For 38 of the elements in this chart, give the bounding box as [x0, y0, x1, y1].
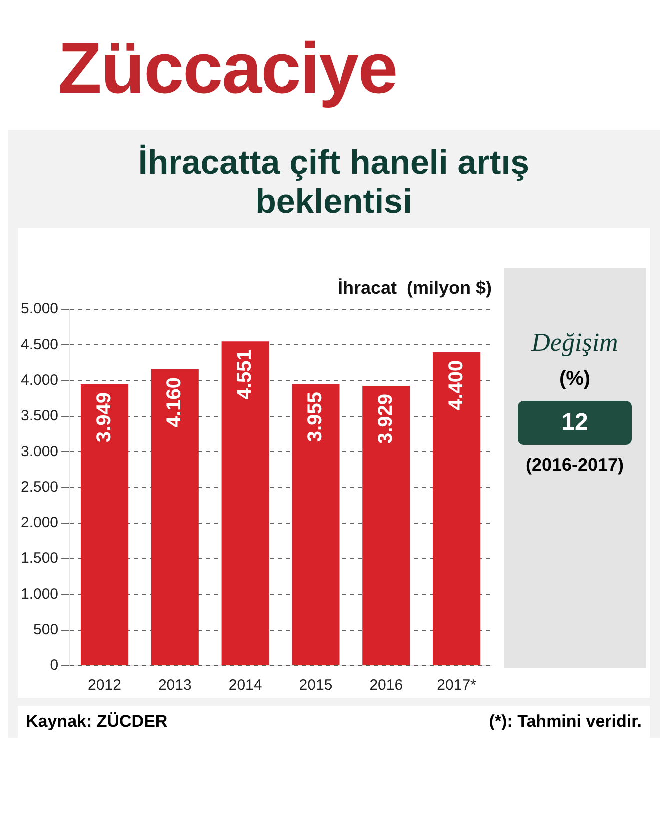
- text: (2016-2017): [524, 455, 626, 476]
- chart-title: Züccaciye: [8, 8, 660, 130]
- text: (%): [558, 368, 592, 392]
- y-tick-label: 3.000: [20, 443, 59, 460]
- text: Kaynak: ZÜCDER: [26, 712, 168, 732]
- y-tick-label: 4.000: [20, 372, 59, 390]
- data-label: 3.955: [304, 392, 326, 442]
- text: (*): Tahmini veridir.: [489, 712, 642, 732]
- bar: [292, 384, 340, 666]
- x-tick-label: 2014: [228, 677, 262, 694]
- x-tick-label: 2012: [88, 677, 122, 694]
- x-tick-label: 2017*: [437, 677, 477, 694]
- y-tick-label: 3.500: [20, 408, 59, 425]
- y-tick-label: 0: [50, 657, 59, 674]
- y-axis-title: İhracat (milyon $): [338, 278, 492, 298]
- y-tick-label: 500: [34, 622, 59, 639]
- data-label: 4.551: [234, 350, 256, 400]
- x-tick-label: 2013: [158, 677, 192, 694]
- data-label: 3.949: [93, 392, 116, 443]
- y-tick-label: 1.000: [20, 586, 59, 604]
- bar: [151, 370, 199, 666]
- x-tick-label: 2015: [299, 677, 333, 694]
- data-label: 3.929: [374, 394, 397, 444]
- bar: [362, 386, 410, 666]
- bar: [222, 342, 270, 666]
- y-tick-label: 2.000: [20, 514, 59, 532]
- y-tick-label: 5.000: [20, 300, 59, 318]
- bar: [80, 384, 129, 666]
- y-tick-label: 2.500: [20, 479, 59, 496]
- y-tick-label: 1.500: [20, 550, 59, 568]
- text: Değişim: [530, 328, 620, 358]
- text: 12: [518, 401, 632, 446]
- y-tick-label: 4.500: [20, 336, 59, 354]
- bar: [433, 352, 481, 666]
- data-label: 4.400: [445, 360, 468, 411]
- x-tick-label: 2016: [370, 677, 404, 694]
- chart-subtitle: İhracatta çift haneli artış beklentisi: [137, 143, 531, 224]
- data-label: 4.160: [164, 378, 186, 428]
